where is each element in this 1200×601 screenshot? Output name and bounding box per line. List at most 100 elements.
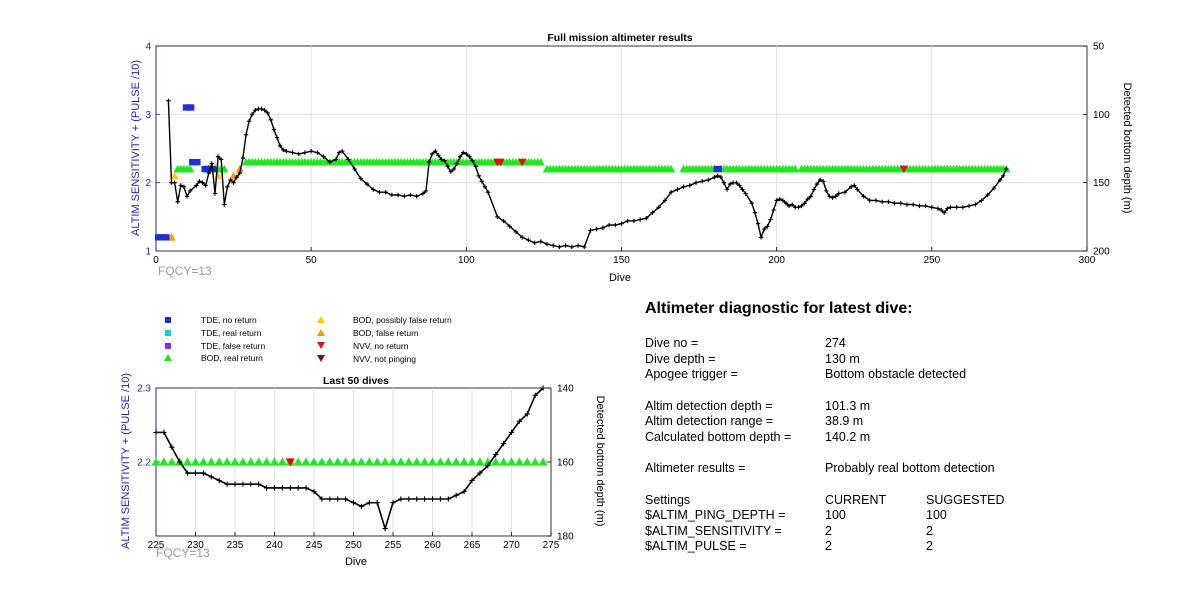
bottom-depth-point: [712, 175, 717, 180]
bottom-depth-point: [253, 108, 258, 113]
bottom-depth-point: [187, 188, 193, 194]
bod-possibly-false-marker: [170, 171, 179, 180]
apogee-label: Apogee trigger =: [645, 367, 738, 381]
bod-real-marker: [246, 457, 256, 466]
bottom-depth-point: [519, 235, 525, 240]
suggested-label: SUGGESTED: [926, 492, 1005, 507]
top-chart-xtick-label: 250: [923, 255, 940, 266]
bod-real-marker: [435, 457, 445, 466]
top-chart-y2tick-label: 150: [1093, 178, 1110, 189]
bottom-depth-point: [861, 194, 866, 199]
tde-no-return-marker: [713, 165, 722, 173]
top-chart-y2tick-label: 200: [1093, 247, 1110, 258]
bottom-depth-point: [436, 153, 441, 158]
row-pulse: $ALTIM_PULSE = 2 2: [645, 539, 1185, 555]
results-label: Altimeter results =: [645, 461, 746, 475]
bottom-depth-point: [237, 170, 242, 176]
bottom-depth-point: [203, 183, 208, 188]
detection-depth-label: Altim detection depth =: [645, 398, 773, 413]
bottom-depth-point: [569, 244, 575, 250]
bottom-depth-point: [867, 198, 872, 203]
bottom-chart-xtick-label: 255: [385, 540, 402, 551]
current-label: CURRENT: [825, 492, 887, 507]
bottom-depth-point: [721, 180, 727, 185]
legend-label-tde-real: TDE, real return: [201, 328, 262, 338]
bottom-depth-point: [656, 205, 661, 210]
bottom-depth-point: [277, 143, 283, 148]
bottom-depth-point: [406, 496, 412, 502]
bottom-depth-point: [777, 196, 782, 202]
bottom-depth-point: [482, 184, 488, 189]
tde-no-return-marker: [192, 159, 201, 166]
bod-real-marker: [420, 457, 430, 466]
bottom-depth-point: [311, 489, 317, 495]
bottom-depth-point: [524, 411, 530, 417]
bottom-depth-point: [172, 180, 177, 185]
bod-real-marker: [185, 164, 195, 173]
bottom-chart-y2tick-label: 160: [557, 458, 574, 469]
legend-marker-nvv-not: [317, 355, 325, 362]
bottom-depth-point: [181, 184, 187, 189]
bottom-depth-point: [437, 496, 443, 502]
legend-label-bod-false: BOD, false return: [353, 328, 419, 338]
bottom-depth-point: [453, 492, 459, 498]
row-detection-range: Altim detection range = 38.9 m: [645, 414, 1185, 430]
bottom-depth-point: [358, 503, 364, 509]
legend-marker-bod-real: [164, 354, 172, 361]
bottom-depth-point: [675, 187, 680, 192]
bottom-depth-point: [178, 183, 184, 188]
bottom-depth-point: [563, 243, 568, 248]
bottom-depth-point: [200, 180, 205, 185]
ping-depth-label: $ALTIM_PING_DEPTH =: [645, 508, 786, 522]
bottom-depth-point: [575, 243, 581, 248]
bottom-depth-point: [811, 187, 817, 192]
bottom-depth-point: [208, 474, 214, 480]
bod-real-marker: [364, 457, 374, 466]
bottom-depth-point: [340, 149, 345, 154]
bottom-depth-point: [225, 184, 230, 189]
bottom-depth-point: [222, 202, 227, 207]
bottom-depth-point: [383, 190, 388, 195]
bottom-depth-point: [557, 244, 562, 250]
bod-real-marker: [183, 457, 193, 466]
bottom-depth-point: [153, 429, 159, 435]
bod-real-marker: [230, 457, 240, 466]
bottom-depth-point: [216, 477, 222, 484]
bottom-depth-point: [538, 239, 544, 244]
bottom-depth-point: [398, 496, 404, 502]
legend: TDE, no return TDE, real return TDE, fal…: [164, 315, 452, 364]
sensitivity-current: 2: [825, 523, 832, 538]
bottom-depth-point: [302, 150, 308, 155]
bottom-chart-xtick-label: 260: [424, 540, 441, 551]
bod-real-marker: [277, 457, 287, 466]
top-chart-ytick-label: 3: [145, 110, 151, 121]
bod-real-marker: [530, 457, 540, 466]
bottom-depth-point: [296, 151, 301, 157]
top-chart-xtick-label: 100: [458, 255, 475, 266]
bottom-depth-point: [279, 485, 285, 491]
top-chart-y2tick-label: 50: [1093, 42, 1105, 53]
bottom-depth-point: [842, 190, 848, 195]
bottom-depth-point: [588, 228, 593, 233]
bottom-depth-point: [540, 385, 546, 391]
nvv-no-return-marker: [899, 165, 909, 174]
legend-marker-bod-false: [317, 329, 325, 336]
bottom-depth-point: [346, 157, 351, 162]
bottom-chart-ytick-label: 2.3: [137, 384, 151, 395]
bottom-depth-point: [454, 161, 460, 166]
bottom-depth-point: [879, 199, 885, 204]
bottom-depth-point: [469, 477, 475, 484]
bottom-chart-bottom-depth-line: [156, 387, 544, 532]
pulse-label: $ALTIM_PULSE =: [645, 539, 747, 553]
top-chart-title: Full mission altimeter results: [547, 32, 692, 44]
bottom-depth-point: [973, 202, 978, 207]
bod-real-marker: [404, 457, 414, 466]
bottom-depth-point: [687, 183, 692, 188]
bottom-depth-point: [335, 496, 341, 502]
bottom-chart-y2tick-label: 180: [557, 532, 574, 543]
bottom-depth-point: [281, 147, 286, 153]
bottom-depth-point: [295, 485, 301, 491]
bottom-depth-point: [948, 205, 953, 210]
bottom-depth-point: [464, 151, 469, 157]
